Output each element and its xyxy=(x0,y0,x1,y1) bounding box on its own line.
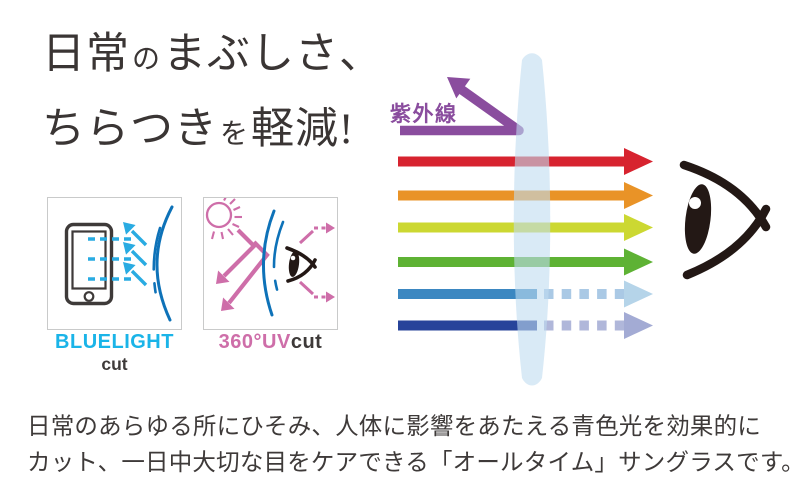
bluelight-cut-sublabel: cut xyxy=(101,354,128,374)
lens-arc-icon xyxy=(261,209,285,317)
uv-cut-badge xyxy=(203,197,338,330)
uv-backside-arrows-icon xyxy=(298,222,335,303)
description-line1: 日常のあらゆる所にひそみ、人体に影響をあたえる青色光を効果的に xyxy=(27,414,761,440)
product-description: 日常のあらゆる所にひそみ、人体に影響をあたえる青色光を効果的に カット、一日中大… xyxy=(27,410,800,481)
bluelight-label-text: BLUELIGHT xyxy=(55,331,174,353)
headline-particle: を xyxy=(220,119,250,150)
bluelight-cut-badge xyxy=(47,197,182,330)
bluelight-reflect-rays-icon xyxy=(88,222,148,287)
bluelight-cut-label: BLUELIGHT xyxy=(47,331,182,354)
lens-arc-icon xyxy=(152,205,174,322)
uv-ray-arrow xyxy=(400,77,524,136)
light-ray-blue xyxy=(398,280,653,308)
sun-icon xyxy=(205,198,242,240)
eye-icon-small xyxy=(285,246,317,283)
uv-label-accent-text: 360°UV xyxy=(218,331,291,353)
uv-ray-label: 紫外線 xyxy=(390,102,458,126)
light-ray-orange xyxy=(398,182,653,209)
headline-text: まぶしさ、 xyxy=(163,31,384,78)
eye-icon xyxy=(679,160,771,280)
light-ray-red xyxy=(398,148,653,175)
headline-particle: の xyxy=(132,44,162,75)
headline-line2: ちらつきを軽減! xyxy=(42,97,383,172)
headline-line1: 日常のまぶしさ、 xyxy=(42,22,383,97)
headline-text: ちらつき xyxy=(42,106,218,153)
uv-label-rest-text: cut xyxy=(290,331,323,353)
headline-text: 日常 xyxy=(42,31,130,78)
headline: 日常のまぶしさ、 ちらつきを軽減! xyxy=(42,22,383,172)
description-line2: カット、一日中大切な目をケアできる「オールタイム」サングラスです。 xyxy=(27,449,800,476)
light-rays xyxy=(398,148,653,339)
headline-text: 軽減! xyxy=(251,106,355,153)
uv-cut-label: 360°UVcut xyxy=(203,331,338,354)
uv-reflect-arrows-icon xyxy=(216,228,270,311)
light-ray-navy xyxy=(398,312,653,339)
lens-shape xyxy=(513,53,551,386)
bluelight-cut-illustration xyxy=(64,205,174,322)
uv-cut-illustration xyxy=(205,198,335,317)
light-ray-green xyxy=(398,248,653,276)
light-ray-yellow-green xyxy=(398,214,653,241)
